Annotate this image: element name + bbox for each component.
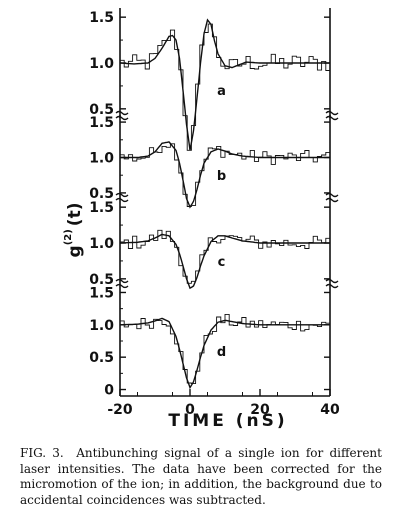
panel-label: b xyxy=(217,169,226,184)
panel-label: c xyxy=(218,255,226,270)
y-tick-label: 0.5 xyxy=(89,350,114,366)
y-tick-label: 0.5 xyxy=(89,272,114,288)
panel-a: 0.5 1.0 1.5 a xyxy=(89,8,339,151)
axis-break-mark xyxy=(115,192,129,203)
panels-group: 0.5 1.0 1.5 a 0.5 1.0 1.5 b 0.5 1.0 1.5 c 0 0.5 1.0 1.5… xyxy=(89,8,339,399)
y-axis-title: g(2) (t) xyxy=(63,203,85,258)
figure-caption: FIG. 3. Antibunching signal of a single … xyxy=(20,446,382,508)
panel-label: a xyxy=(217,84,226,99)
panel-d: 0 0.5 1.0 1.5 d xyxy=(89,285,331,399)
axis-break-mark xyxy=(115,278,129,289)
axis-break-mark xyxy=(325,192,339,203)
axis-break-mark xyxy=(325,110,339,121)
axis-break-mark xyxy=(325,278,339,289)
y-tick-label: 1.0 xyxy=(89,151,114,167)
panel-c: 0.5 1.0 1.5 c xyxy=(89,200,339,290)
antibunching-figure: 0.5 1.0 1.5 a 0.5 1.0 1.5 b 0.5 1.0 1.5 c 0 0.5 1.0 1.5… xyxy=(63,8,340,431)
y-tick-label: 1.0 xyxy=(89,236,114,252)
y-tick-label: 0.5 xyxy=(89,186,114,202)
y-tick-label: 1.0 xyxy=(89,56,114,72)
caption-text: Antibunching signal of a single ion for … xyxy=(20,446,382,507)
panel-label: d xyxy=(217,345,226,360)
y-tick-label: 0.5 xyxy=(89,102,114,118)
y-tick-label: 1.5 xyxy=(89,285,114,301)
y-axis-title-main: g xyxy=(65,245,85,257)
histogram-data xyxy=(120,143,330,207)
histogram-data xyxy=(120,313,330,385)
x-tick-label: -20 xyxy=(107,402,133,418)
histogram-data xyxy=(120,229,330,284)
svg-text:g(2)(t): g(2) (t) xyxy=(63,203,85,258)
histogram-data xyxy=(120,23,330,151)
x-tick-label: 0 xyxy=(185,402,195,418)
x-tick-label: 40 xyxy=(320,402,340,418)
y-tick-label: 0 xyxy=(104,383,114,399)
x-tick-label: 20 xyxy=(250,402,270,418)
panel-b: 0.5 1.0 1.5 b xyxy=(89,115,339,209)
caption-figure-label: FIG. 3. xyxy=(20,446,64,460)
y-tick-label: 1.5 xyxy=(89,10,114,26)
y-axis-title-superscript: (2) xyxy=(63,229,74,245)
y-tick-label: 1.5 xyxy=(89,200,114,216)
y-tick-label: 1.5 xyxy=(89,115,114,131)
axis-break-mark xyxy=(115,110,129,121)
y-tick-label: 1.0 xyxy=(89,318,114,334)
y-axis-title-argument: (t) xyxy=(65,203,85,227)
x-axis: -20 0 20 40 xyxy=(107,389,340,418)
x-axis-title: TIME (nS) xyxy=(168,411,287,431)
